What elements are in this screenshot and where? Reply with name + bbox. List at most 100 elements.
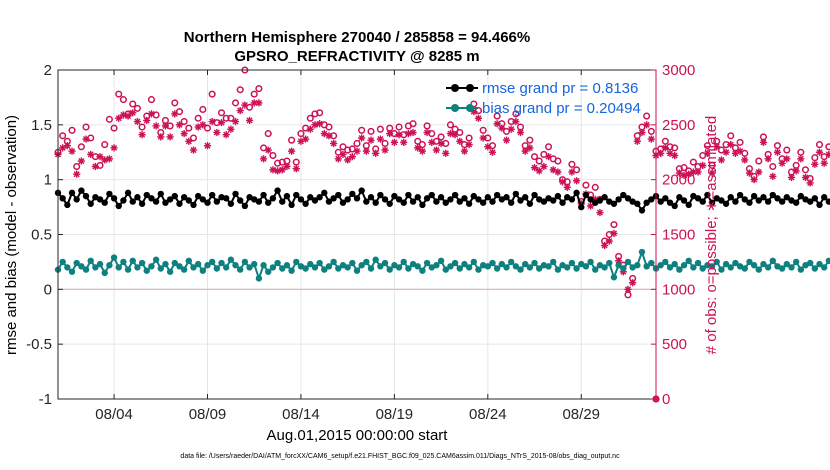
- asterisk-stroke: [470, 108, 477, 115]
- rmse-point: [199, 196, 207, 203]
- asterisk-stroke: [494, 120, 501, 127]
- bias-point: [255, 275, 263, 282]
- asterisk-stroke: [143, 117, 150, 124]
- bias-point: [778, 265, 786, 272]
- obs-possible-marker: [194, 114, 202, 122]
- obs-assimilated-marker: [344, 156, 352, 164]
- rmse-point: [676, 194, 683, 201]
- bias-point: [437, 257, 445, 265]
- rmse-point: [381, 196, 389, 203]
- rmse-point: [451, 191, 459, 199]
- bias-point: [265, 268, 272, 275]
- obs-possible-marker: [610, 221, 618, 229]
- bias-point: [470, 258, 477, 266]
- asterisk-stroke: [321, 130, 328, 137]
- asterisk-stroke: [87, 151, 94, 158]
- rmse-point: [718, 197, 725, 204]
- asterisk-stroke: [797, 155, 804, 162]
- obs-assimilated-marker: [783, 155, 791, 163]
- data-file-footnote: data file: /Users/raeder/DAI/ATM_forcXX/…: [180, 453, 620, 460]
- obs-assimilated-marker: [222, 131, 230, 139]
- asterisk-stroke: [325, 132, 333, 139]
- bias-point: [680, 262, 688, 269]
- asterisk-stroke: [316, 120, 323, 127]
- asterisk-stroke: [82, 136, 90, 143]
- rmse-point: [517, 197, 524, 204]
- obs-possible-marker: [147, 96, 155, 104]
- asterisk-stroke: [634, 138, 641, 145]
- asterisk-stroke: [185, 138, 192, 145]
- asterisk-stroke: [545, 153, 552, 160]
- chart-subtitle: GPSRO_REFRACTIVITY @ 8285 m: [234, 48, 479, 65]
- asterisk-stroke: [498, 125, 505, 132]
- asterisk-stroke: [601, 242, 608, 249]
- bias-point: [395, 264, 403, 271]
- rmse-point: [736, 191, 744, 199]
- bias-point: [493, 265, 501, 272]
- x-tick-label: 08/09: [189, 406, 227, 423]
- obs-possible-marker: [680, 164, 688, 172]
- asterisk-stroke: [648, 136, 655, 143]
- obs-assimilated-marker: [787, 173, 796, 182]
- rmse-point: [288, 201, 295, 209]
- rmse-point: [316, 194, 323, 201]
- asterisk-stroke: [73, 171, 80, 178]
- rmse-point: [180, 194, 188, 201]
- asterisk-stroke: [97, 153, 104, 160]
- obs-assimilated-marker: [152, 122, 160, 130]
- rmse-point: [302, 200, 309, 207]
- y-tick-label: -0.5: [26, 336, 52, 353]
- bias-point: [321, 266, 328, 273]
- obs-possible-marker: [217, 109, 226, 117]
- bias-point: [694, 259, 702, 267]
- rmse-point: [358, 187, 365, 194]
- bias-point: [363, 258, 370, 266]
- obs-assimilated-marker: [287, 147, 296, 155]
- obs-possible-marker: [138, 123, 146, 131]
- rmse-point: [797, 192, 805, 200]
- rmse-point: [694, 195, 702, 202]
- bias-point: [246, 264, 253, 271]
- rmse-point: [363, 198, 370, 205]
- bias-point: [550, 258, 557, 266]
- bias-point: [87, 257, 94, 265]
- obs-assimilated-marker: [376, 135, 384, 143]
- asterisk-stroke: [755, 168, 762, 176]
- bias-point: [358, 262, 365, 269]
- rmse-point: [582, 191, 590, 199]
- asterisk-stroke: [92, 163, 99, 170]
- legend-rmse-label: rmse grand pr = 0.8136: [482, 80, 638, 97]
- obs-possible-marker: [367, 127, 375, 135]
- obs-assimilated-marker: [750, 176, 758, 184]
- bias-point: [190, 264, 197, 271]
- asterisk-stroke: [447, 130, 454, 137]
- obs-assimilated-marker: [348, 153, 356, 161]
- obs-assimilated-marker: [96, 153, 104, 161]
- asterisk-stroke: [765, 155, 772, 162]
- obs-assimilated-marker: [498, 124, 506, 132]
- asterisk-stroke: [522, 148, 529, 155]
- obs-assimilated-marker: [689, 168, 697, 176]
- obs-possible-marker: [353, 139, 361, 148]
- obs-assimilated-marker: [283, 162, 291, 171]
- obs-assimilated-marker: [736, 147, 744, 155]
- asterisk-stroke: [111, 144, 118, 151]
- obs-possible-marker: [306, 114, 314, 122]
- obs-assimilated-marker: [563, 183, 571, 191]
- asterisk-stroke: [157, 133, 164, 140]
- bias-point: [764, 264, 772, 271]
- obs-assimilated-marker: [512, 117, 520, 126]
- obs-assimilated-marker: [217, 119, 226, 127]
- obs-possible-marker: [255, 85, 263, 93]
- bias-point: [643, 263, 650, 270]
- asterisk-stroke: [190, 147, 197, 154]
- rmse-point: [171, 192, 178, 200]
- y2-axis-label: # of obs: o=possible; ∗=assimilated: [703, 116, 720, 355]
- rmse-point: [115, 202, 122, 210]
- obs-assimilated-marker: [601, 241, 609, 250]
- obs-assimilated-marker: [633, 137, 641, 145]
- bias-point: [708, 263, 716, 270]
- bias-point: [465, 264, 473, 271]
- bias-point: [260, 262, 267, 269]
- obs-possible-marker: [325, 123, 333, 131]
